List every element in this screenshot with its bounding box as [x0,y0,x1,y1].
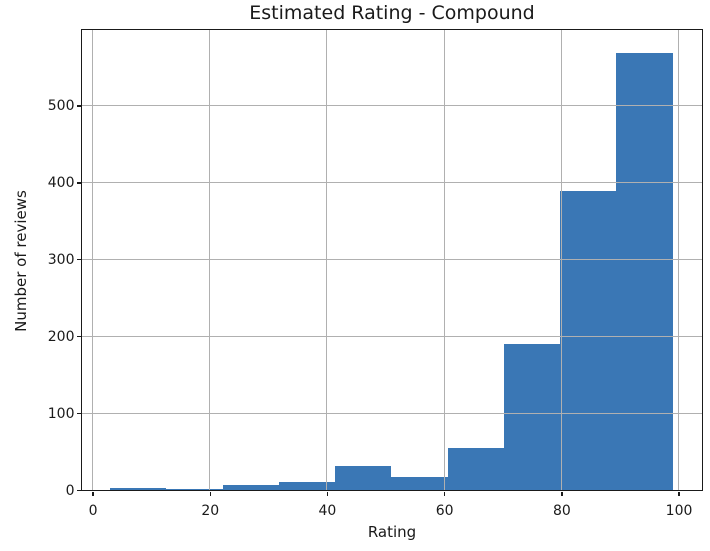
y-tick-label: 300 [47,251,75,268]
histogram-bar [278,481,336,490]
gridline-vertical [678,30,680,490]
histogram-bar [391,476,448,490]
gridline-vertical [443,30,445,490]
y-tick-mark [77,105,81,107]
gridline-horizontal [82,181,702,183]
y-tick-mark [77,412,81,415]
chart-title: Estimated Rating - Compound [249,2,535,24]
x-axis-label: Rating [367,523,417,541]
gridline-vertical [209,30,211,490]
plot-area [81,29,703,491]
x-tick-label: 100 [665,503,693,519]
y-tick-mark [77,489,81,492]
y-tick-label: 100 [47,405,75,422]
gridline-vertical [326,30,328,490]
gridline-horizontal [82,335,702,337]
gridline-horizontal [82,258,702,260]
gridline-vertical [92,30,94,490]
y-tick-mark [77,335,81,338]
x-tick-mark [561,492,563,496]
gridline-horizontal [82,104,702,106]
x-tick-mark [92,492,94,496]
histogram-bar [560,190,617,490]
y-tick-label: 500 [47,97,75,114]
y-tick-label: 200 [47,328,75,345]
x-tick-mark [678,492,680,496]
x-tick-mark [443,492,446,496]
x-tick-label: 40 [318,503,337,519]
histogram-bar [110,487,167,490]
x-tick-label: 60 [435,503,454,519]
x-tick-mark [326,492,329,496]
x-tick-label: 80 [552,503,571,519]
histogram-bar [166,489,223,490]
y-tick-mark [77,259,81,261]
histogram-bar [222,485,279,490]
gridline-vertical [560,30,562,490]
x-tick-label: 0 [88,503,98,519]
histogram-bar [335,466,392,490]
x-tick-label: 20 [201,503,220,519]
x-tick-mark [209,492,211,496]
histogram-bar [503,343,561,490]
histogram-bar [447,447,504,490]
histogram-bar [616,53,673,490]
y-tick-label: 400 [47,174,75,191]
y-tick-mark [77,182,81,184]
y-tick-label: 0 [65,482,75,499]
gridline-horizontal [82,412,702,414]
